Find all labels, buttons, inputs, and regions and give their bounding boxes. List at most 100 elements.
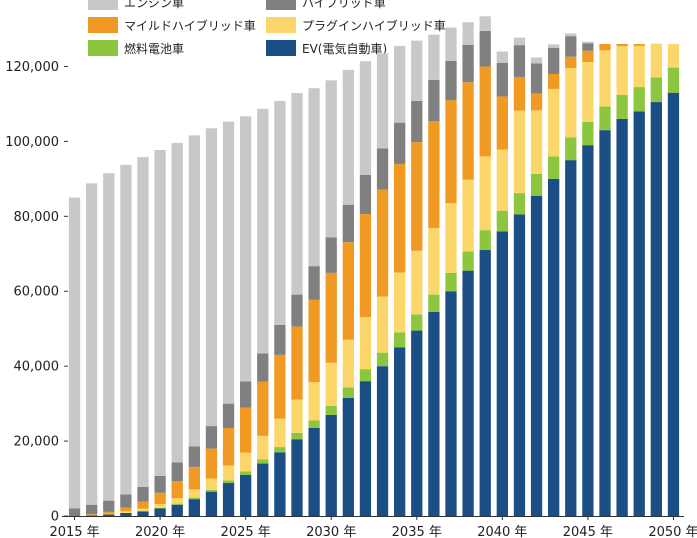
bar-segment-2044-s2 <box>565 67 577 138</box>
bar-segment-2031-s5 <box>342 69 354 205</box>
bar-segment-2032-s5 <box>359 61 372 175</box>
bar-segment-2048-s1 <box>633 87 645 112</box>
bar-segment-2025-s5 <box>240 116 252 382</box>
bar-segment-2018-s0 <box>120 513 132 516</box>
bar-segment-2029-s2 <box>308 382 320 421</box>
bar-segment-2041-s0 <box>513 214 526 516</box>
bar-segment-2029-s0 <box>308 427 320 516</box>
bar-segment-2038-s4 <box>462 44 474 83</box>
bar-segment-2046-s0 <box>599 130 611 516</box>
bar-segment-2047-s1 <box>616 94 628 119</box>
bar-segment-2040-s4 <box>496 62 508 97</box>
bar-segment-2021-s0 <box>171 504 183 516</box>
legend-swatch <box>88 0 118 10</box>
bar-segment-2040-s3 <box>496 96 508 150</box>
bar-segment-2028-s0 <box>291 439 303 516</box>
bar-segment-2019-s3 <box>137 501 149 509</box>
bar-segment-2030-s4 <box>325 237 337 273</box>
bar-segment-2024-s1 <box>222 480 235 484</box>
bar-segment-2034-s1 <box>394 332 406 348</box>
bar-segment-2025-s3 <box>240 407 252 453</box>
bar-segment-2030-s0 <box>325 414 337 516</box>
bar-segment-2026-s3 <box>257 381 269 436</box>
bar-segment-2023-s2 <box>205 478 218 490</box>
bar-segment-2026-s5 <box>257 108 269 354</box>
bar-segment-2033-s1 <box>376 352 389 367</box>
bar-segment-2044-s4 <box>565 36 577 57</box>
bar-segment-2043-s1 <box>548 156 560 179</box>
bar-segment-2039-s2 <box>479 156 491 231</box>
y-tick-label: 0 <box>51 510 59 525</box>
y-tick-label: 20,000 <box>14 435 60 450</box>
bar-segment-2042-s2 <box>530 110 543 174</box>
bar-segment-2038-s0 <box>462 270 474 516</box>
y-tick-label: 40,000 <box>14 360 60 375</box>
x-tick-label: 2020 年 <box>135 525 185 538</box>
bar-segment-2021-s3 <box>171 481 183 499</box>
bar-segment-2032-s0 <box>359 381 372 516</box>
bar-segment-2024-s2 <box>222 465 235 481</box>
y-axis-ticks: 0 20,000 40,000 60,000 80,000 100,000 120,000 <box>5 60 68 525</box>
bar-segment-2037-s3 <box>445 100 457 204</box>
bar-segment-2027-s1 <box>274 447 286 453</box>
bar-segment-2041-s2 <box>513 110 526 194</box>
bar-segment-2027-s0 <box>274 452 286 516</box>
bar-segment-2020-s2 <box>154 504 166 508</box>
bar-segment-2038-s1 <box>462 251 474 271</box>
x-tick-label: 2045 年 <box>563 525 613 538</box>
bar-segment-2037-s5 <box>445 27 457 61</box>
bar-segment-2017-s3 <box>103 511 115 514</box>
x-tick-label: 2015 年 <box>49 525 99 538</box>
bar-segment-2015-s4 <box>68 508 81 516</box>
y-tick-label: 120,000 <box>5 60 59 75</box>
bar-segment-2042-s0 <box>530 195 543 516</box>
bar-segment-2023-s5 <box>205 128 218 427</box>
bar-segment-2032-s1 <box>359 369 372 382</box>
bar-segment-2016-s0 <box>86 515 98 516</box>
bar-segment-2020-s4 <box>154 475 166 493</box>
bar-segment-2017-s0 <box>103 514 115 516</box>
bar-segment-2029-s1 <box>308 420 320 428</box>
x-tick-label: 2050 年 <box>648 525 697 538</box>
bar-segment-2045-s5 <box>582 41 594 44</box>
bar-segment-2046-s3 <box>599 44 611 51</box>
bar-segment-2036-s5 <box>428 34 440 80</box>
bar-segment-2043-s3 <box>548 73 560 89</box>
bar-segment-2030-s1 <box>325 405 337 415</box>
bar-segment-2041-s1 <box>513 193 526 215</box>
bar-segment-2049-s2 <box>650 43 662 78</box>
bar-segment-2050-s1 <box>667 67 680 93</box>
bar-segment-2035-s5 <box>411 40 423 101</box>
bar-segment-2027-s4 <box>274 324 286 355</box>
bar-segment-2038-s2 <box>462 179 474 252</box>
bar-segment-2041-s3 <box>513 76 526 111</box>
bar-segment-2025-s0 <box>240 474 252 516</box>
bar-segment-2021-s2 <box>171 498 183 504</box>
bar-segment-2048-s3 <box>633 44 645 46</box>
bar-segment-2046-s2 <box>599 50 611 107</box>
bar-segment-2016-s4 <box>86 504 98 515</box>
bar-segment-2044-s5 <box>565 33 577 37</box>
y-tick-label: 60,000 <box>14 285 60 300</box>
bar-segment-2044-s3 <box>565 56 577 68</box>
bar-segment-2026-s2 <box>257 435 269 460</box>
bar-segment-2032-s2 <box>359 317 372 370</box>
bar-segment-2018-s2 <box>120 511 132 513</box>
bar-segment-2050-s2 <box>667 44 680 68</box>
bar-segment-2028-s4 <box>291 294 303 327</box>
bar-segment-2023-s3 <box>205 448 218 479</box>
bar-segment-2028-s5 <box>291 93 303 295</box>
bar-segment-2022-s5 <box>188 135 200 447</box>
bar-segment-2035-s2 <box>411 250 423 315</box>
bar-segment-2021-s4 <box>171 462 183 482</box>
legend-swatch <box>88 40 118 56</box>
bar-segment-2022-s3 <box>188 466 200 490</box>
bar-segment-2045-s2 <box>582 61 594 122</box>
bar-segment-2032-s4 <box>359 174 372 215</box>
bar-segment-2016-s3 <box>86 514 98 515</box>
bar-segment-2033-s5 <box>376 53 389 149</box>
bar-segment-2024-s5 <box>222 121 235 404</box>
bar-segment-2028-s2 <box>291 399 303 433</box>
